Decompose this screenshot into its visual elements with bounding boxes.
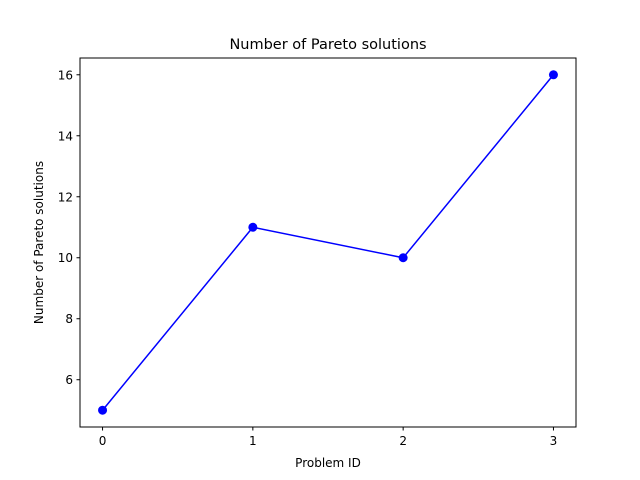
data-point — [248, 222, 258, 232]
x-tick-label: 1 — [249, 434, 257, 448]
y-tick-label: 8 — [65, 312, 73, 326]
data-point — [398, 253, 408, 263]
x-tick-label: 0 — [99, 434, 107, 448]
x-axis: 0 1 2 3 — [99, 427, 558, 448]
data-point — [98, 405, 108, 415]
y-tick-label: 14 — [58, 129, 73, 143]
plot-area — [98, 70, 558, 415]
data-point — [548, 70, 558, 80]
axes-frame — [79, 57, 577, 428]
y-axis-label: Number of Pareto solutions — [32, 161, 46, 324]
y-tick-label: 10 — [58, 251, 73, 265]
x-axis-label: Problem ID — [295, 456, 361, 470]
x-tick-label: 3 — [550, 434, 558, 448]
y-axis: 6 8 10 12 14 16 — [58, 68, 80, 387]
y-tick-label: 16 — [58, 68, 73, 82]
series-line — [101, 74, 555, 411]
y-tick-label: 6 — [65, 373, 73, 387]
y-tick-label: 12 — [58, 190, 73, 204]
x-tick-label: 2 — [399, 434, 407, 448]
chart-title: Number of Pareto solutions — [229, 37, 426, 53]
